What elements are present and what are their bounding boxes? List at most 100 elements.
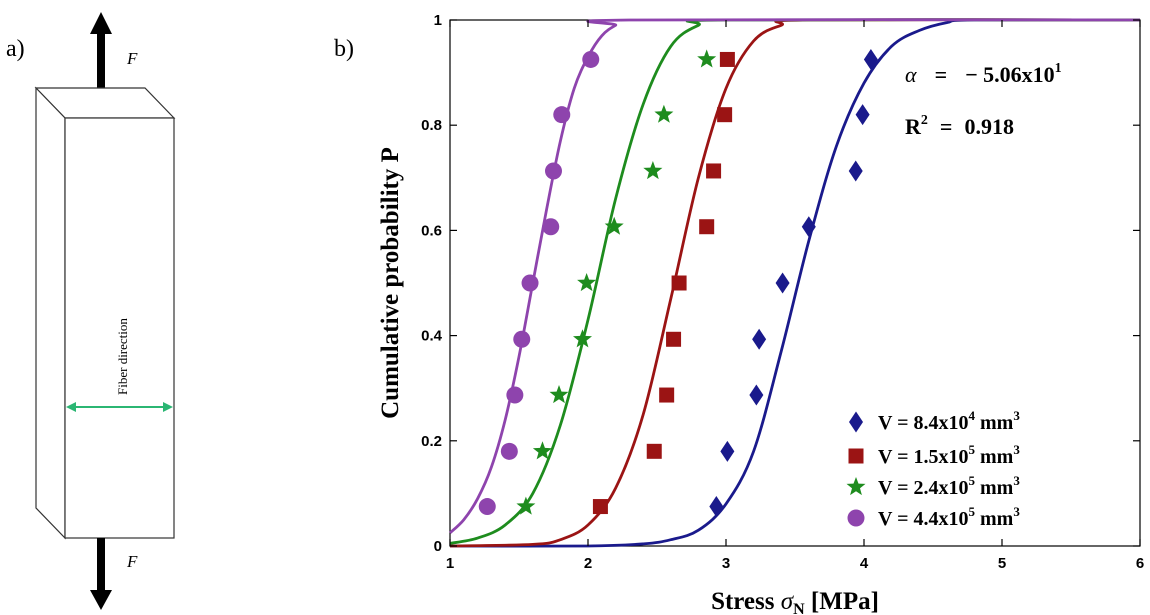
data-markers xyxy=(478,48,878,518)
data-point-series-3 xyxy=(643,161,663,180)
legend-unit-exp: 3 xyxy=(1013,408,1020,423)
data-point-series-1 xyxy=(752,328,767,350)
data-point-series-1 xyxy=(749,384,764,406)
legend-unit-exp: 3 xyxy=(1013,504,1020,519)
force-label-bottom: F xyxy=(126,552,138,571)
x-tick-label: 2 xyxy=(584,555,592,572)
data-point-series-2 xyxy=(717,107,733,123)
data-point-series-4 xyxy=(542,218,560,236)
plot-frame xyxy=(449,19,1141,547)
data-point-series-1 xyxy=(848,160,863,182)
x-tick-label: 1 xyxy=(446,555,454,572)
data-point-series-2 xyxy=(706,163,722,179)
data-point-series-2 xyxy=(699,219,715,235)
panel-b-label: b) xyxy=(334,36,354,62)
data-point-series-4 xyxy=(545,162,562,180)
legend-entry-1: V = 8.4x104 mm3 xyxy=(878,408,1020,434)
alpha-exponent: 1 xyxy=(1055,61,1062,76)
legend-entry-4: V = 4.4x105 mm3 xyxy=(878,504,1020,530)
fit-curve-4 xyxy=(449,18,1141,534)
legend-main: V = 1.5x10 xyxy=(878,446,968,468)
data-point-series-2 xyxy=(592,499,608,515)
legend-exp: 5 xyxy=(968,504,975,519)
r2-symbol: R xyxy=(905,114,922,139)
y-tick-label: 0.2 xyxy=(421,433,442,450)
data-point-series-3 xyxy=(577,273,597,292)
fit-curve-3 xyxy=(449,18,1141,545)
fit-curve-1 xyxy=(449,18,1141,548)
data-point-series-3 xyxy=(532,441,552,460)
y-tick-label: 0 xyxy=(434,538,442,555)
alpha-symbol: α xyxy=(905,62,917,87)
x-tick-label: 3 xyxy=(722,555,730,572)
legend-unit-exp: 3 xyxy=(1013,442,1020,457)
legend-unit: mm xyxy=(975,412,1014,434)
r2-equals: = xyxy=(940,114,953,139)
data-point-series-3 xyxy=(549,385,569,404)
r2-exponent: 2 xyxy=(921,113,928,128)
legend-marker-3 xyxy=(846,477,866,496)
data-point-series-2 xyxy=(719,51,735,67)
force-label-top: F xyxy=(126,49,138,68)
data-point-series-3 xyxy=(516,496,536,515)
y-tick-label: 0.8 xyxy=(421,117,442,134)
y-axis-title: Cumulative probability P xyxy=(377,147,404,419)
data-point-series-1 xyxy=(863,48,878,70)
data-point-series-4 xyxy=(478,498,496,516)
legend-main: V = 2.4x10 xyxy=(878,477,968,499)
x-axis-title: Stress σN [MPa] xyxy=(711,588,879,615)
data-point-series-2 xyxy=(671,275,687,291)
data-point-series-4 xyxy=(500,442,518,460)
legend-unit: mm xyxy=(975,446,1014,468)
alpha-value: − 5.06x10 xyxy=(965,62,1055,87)
data-point-series-3 xyxy=(604,216,624,235)
legend-unit: mm xyxy=(975,477,1014,499)
panel-a: a) F Fiber direction F xyxy=(6,12,176,610)
data-point-series-4 xyxy=(582,50,600,68)
fiber-direction-arrow xyxy=(66,402,173,412)
data-point-series-2 xyxy=(659,387,675,403)
data-point-series-2 xyxy=(646,443,662,459)
legend-main: V = 8.4x10 xyxy=(878,412,968,434)
fiber-direction-label: Fiber direction xyxy=(115,318,130,395)
force-arrow-top xyxy=(90,12,112,100)
data-point-series-3 xyxy=(697,49,717,68)
data-point-series-1 xyxy=(709,496,724,518)
legend-unit: mm xyxy=(975,508,1014,530)
data-point-series-1 xyxy=(775,272,790,294)
legend-entry-2: V = 1.5x105 mm3 xyxy=(878,442,1020,468)
legend-marker-4 xyxy=(847,509,865,527)
data-point-series-4 xyxy=(506,386,524,404)
data-point-series-2 xyxy=(666,331,682,347)
axis-ticks xyxy=(449,19,1141,547)
alpha-equals: = xyxy=(935,62,948,87)
specimen-prism xyxy=(34,86,176,540)
legend-marker-2 xyxy=(848,448,864,464)
y-tick-label: 0.6 xyxy=(421,222,442,239)
legend-unit-exp: 3 xyxy=(1013,473,1020,488)
data-point-series-4 xyxy=(553,106,571,124)
data-point-series-3 xyxy=(573,329,592,348)
axis-tick-labels: 1 2 3 4 5 6 0 0.2 0.4 0.6 0.8 1 xyxy=(421,12,1144,572)
legend-exp: 5 xyxy=(968,442,975,457)
data-point-series-1 xyxy=(720,440,735,462)
data-point-series-3 xyxy=(654,104,674,123)
fit-curve-2 xyxy=(449,18,1141,548)
legend-marker-1 xyxy=(849,411,863,433)
r2-annotation: R2 = 0.918 xyxy=(905,113,1014,139)
x-axis-title-sub: N xyxy=(793,601,805,615)
data-point-series-1 xyxy=(801,216,816,238)
x-tick-label: 4 xyxy=(860,555,869,572)
legend-exp: 4 xyxy=(968,408,975,423)
panel-b: b) 1 2 3 4 5 6 0 0.2 0.4 0.6 0.8 1 Cumulative proba… xyxy=(334,12,1144,615)
data-point-series-1 xyxy=(855,104,870,126)
x-tick-label: 5 xyxy=(998,555,1006,572)
fit-curves xyxy=(449,18,1141,548)
x-axis-title-sigma: σ xyxy=(781,588,795,615)
legend-main: V = 4.4x10 xyxy=(878,508,968,530)
y-tick-label: 1 xyxy=(434,12,442,29)
legend-entry-3: V = 2.4x105 mm3 xyxy=(878,473,1020,499)
y-tick-label: 0.4 xyxy=(421,328,443,345)
